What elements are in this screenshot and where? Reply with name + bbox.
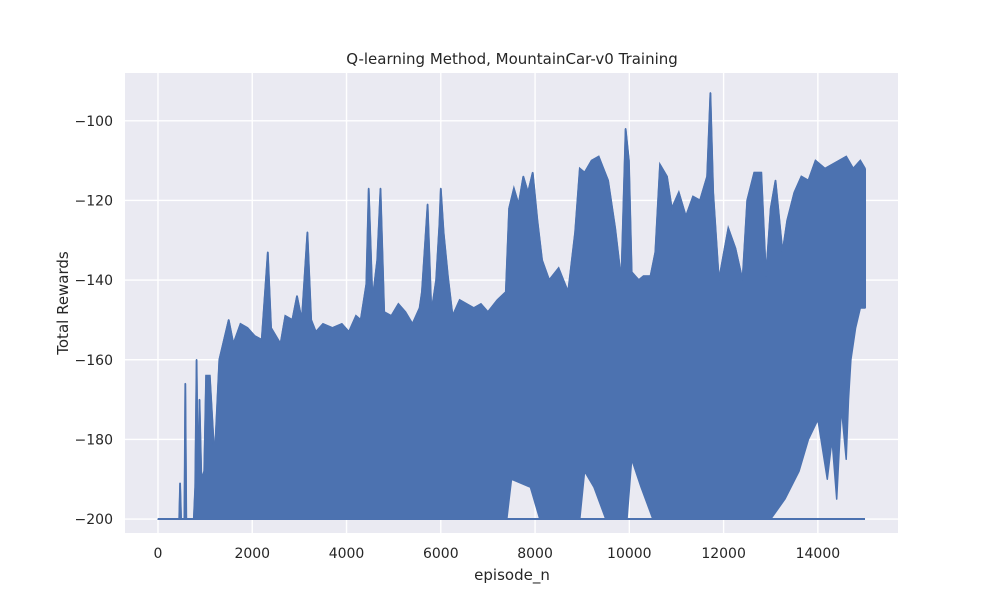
x-tick-label: 12000 — [701, 546, 746, 562]
y-axis-label: Total Rewards — [54, 251, 72, 356]
x-tick-label: 0 — [154, 546, 163, 562]
x-axis: 0 2000 4000 6000 8000 10000 12000 14000 — [154, 546, 841, 562]
chart-title: Q-learning Method, MountainCar-v0 Traini… — [346, 50, 678, 68]
y-tick-label: −200 — [75, 512, 113, 528]
series-layer — [157, 92, 867, 521]
x-tick-label: 6000 — [423, 546, 459, 562]
x-tick-label: 10000 — [607, 546, 652, 562]
x-tick-label: 14000 — [796, 546, 841, 562]
x-tick-label: 2000 — [234, 546, 270, 562]
x-axis-label: episode_n — [474, 566, 550, 585]
y-tick-label: −100 — [75, 114, 113, 130]
y-tick-label: −180 — [75, 432, 113, 448]
x-tick-label: 4000 — [329, 546, 365, 562]
y-tick-label: −140 — [75, 273, 113, 289]
y-tick-label: −120 — [75, 193, 113, 209]
x-tick-label: 8000 — [517, 546, 553, 562]
series-line — [158, 92, 866, 520]
y-tick-label: −160 — [75, 353, 113, 369]
y-axis: −200 −180 −160 −140 −120 −100 — [75, 114, 113, 528]
